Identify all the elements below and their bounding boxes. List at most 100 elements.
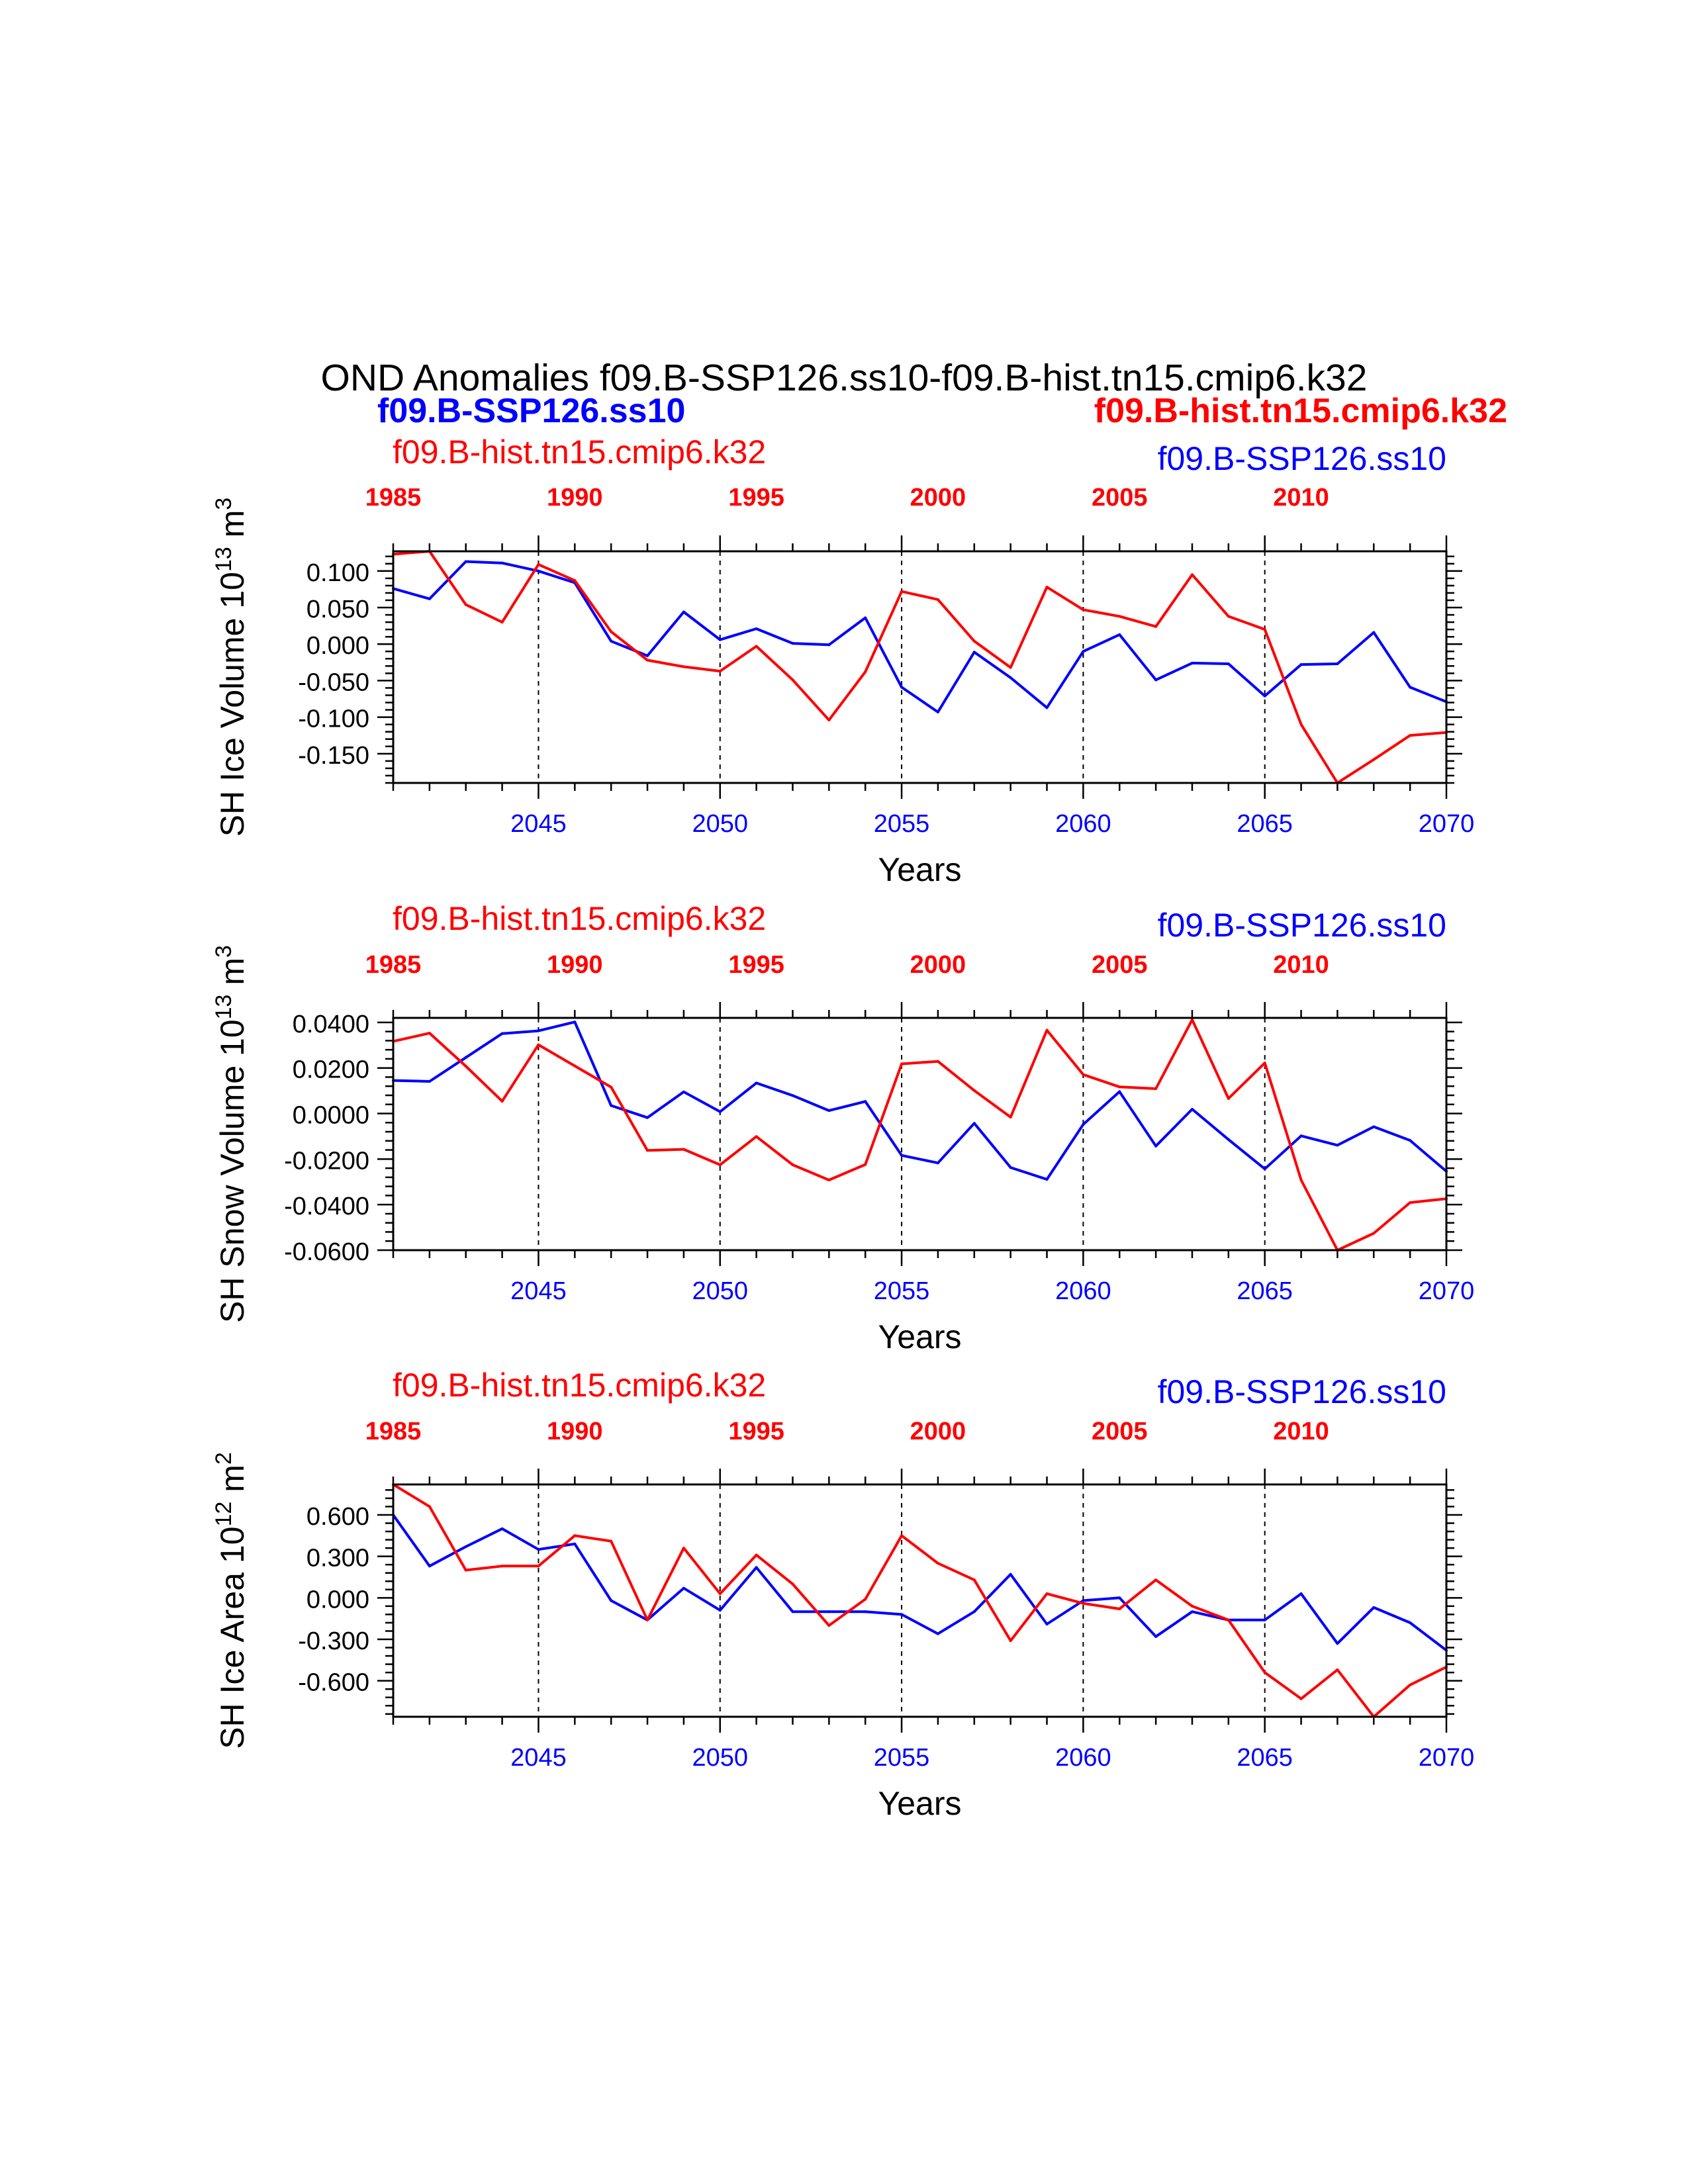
data-point (718, 670, 722, 673)
x-tick-label-bottom: 2070 (1419, 1744, 1475, 1772)
series-line-hist (393, 1018, 1446, 1251)
data-point (1263, 1167, 1266, 1171)
data-point (682, 1148, 685, 1151)
x-tick-label-top: 1990 (547, 951, 603, 979)
data-point (827, 1179, 831, 1182)
data-point (500, 1527, 504, 1530)
x-tick-label-top: 2005 (1092, 1418, 1148, 1445)
plot-frame (392, 1483, 1448, 1718)
data-point (755, 1566, 758, 1569)
chart-panel-1: f09.B-hist.tn15.cmip6.k32 f09.B-SSP126.ss… (211, 433, 1474, 888)
y-axis-label-part: m (214, 1465, 251, 1502)
data-point (718, 1163, 722, 1166)
data-point (1336, 1668, 1339, 1671)
chart-panel-3: f09.B-hist.tn15.cmip6.k32 f09.B-SSP126.ss… (211, 1367, 1474, 1822)
data-point (1263, 1062, 1266, 1065)
x-tick-label-top: 1995 (728, 951, 784, 979)
y-axis-label: SH Ice Area 1012 m2 (211, 1452, 251, 1749)
x-tick-label-bottom: 2060 (1055, 1744, 1111, 1772)
figure-title: OND Anomalies f09.B-SSP126.ss10-f09.B-hi… (321, 357, 1368, 399)
data-point (428, 597, 431, 600)
plot-frame (392, 550, 1448, 784)
data-point (1299, 663, 1303, 666)
data-point (1190, 661, 1194, 664)
data-point (464, 1569, 467, 1572)
data-point (610, 1539, 613, 1543)
data-point (972, 651, 976, 654)
y-tick-label: -0.050 (298, 668, 369, 696)
y-axis-label: SH Ice Volume 1013 m3 (211, 498, 251, 837)
data-point (464, 1064, 467, 1068)
data-point (682, 1586, 685, 1590)
data-point (791, 642, 794, 645)
data-point (573, 1064, 577, 1068)
data-point (610, 639, 613, 643)
x-tick-label-top: 2000 (910, 484, 966, 512)
data-point (428, 1080, 431, 1083)
y-axis-label-part: SH Ice Volume 10 (214, 572, 251, 837)
data-point (900, 1062, 904, 1066)
data-point (755, 645, 758, 648)
data-point (936, 1161, 939, 1165)
data-point (972, 1610, 976, 1614)
data-point (827, 1109, 831, 1113)
x-tick-label-bottom: 2055 (874, 810, 930, 838)
data-point (1409, 734, 1412, 737)
data-point (500, 1032, 504, 1035)
y-axis-label-superscript: 3 (211, 945, 236, 958)
data-point (827, 643, 831, 647)
data-point (573, 579, 577, 582)
data-point (936, 598, 939, 601)
data-point (755, 1135, 758, 1138)
data-point (1009, 676, 1012, 680)
data-point (1190, 1107, 1194, 1111)
x-tick-label-top: 2000 (910, 951, 966, 979)
data-point (1299, 1179, 1303, 1182)
data-point (610, 1085, 613, 1089)
data-point (1372, 1606, 1376, 1609)
data-point (682, 665, 685, 668)
data-point (1045, 1177, 1049, 1181)
x-tick-label-bottom: 2050 (692, 810, 748, 838)
y-tick-label: -0.100 (298, 705, 369, 733)
data-point (1118, 1085, 1121, 1089)
data-point (1409, 1201, 1412, 1205)
y-tick-label: -0.0200 (284, 1147, 369, 1175)
legend-bold-left: f09.B-SSP126.ss10 (377, 392, 685, 430)
data-point (1118, 633, 1121, 636)
data-point (1372, 758, 1376, 761)
data-point (646, 1116, 649, 1119)
data-point (464, 1545, 467, 1549)
data-point (1190, 1610, 1194, 1614)
data-point (1154, 625, 1158, 628)
series-label-red: f09.B-hist.tn15.cmip6.k32 (393, 433, 766, 471)
data-point (573, 1021, 577, 1024)
x-tick-label-bottom: 2065 (1237, 810, 1293, 838)
data-point (1299, 1134, 1303, 1138)
data-point (1299, 723, 1303, 726)
data-point (1154, 678, 1158, 682)
x-tick-label-top: 2010 (1273, 484, 1329, 512)
x-tick-label-top: 2010 (1273, 1418, 1329, 1445)
data-point (1082, 1073, 1085, 1076)
y-tick-label: 0.600 (306, 1503, 369, 1531)
data-point (718, 638, 722, 641)
x-tick-label-bottom: 2055 (874, 1744, 930, 1772)
data-point (1227, 615, 1230, 618)
data-point (972, 639, 976, 643)
data-point (827, 1624, 831, 1627)
data-point (864, 616, 867, 619)
data-point (428, 1032, 431, 1035)
x-tick-label-bottom: 2045 (510, 1277, 567, 1305)
data-point (1154, 1578, 1158, 1582)
data-point (755, 1553, 758, 1557)
data-point (936, 1562, 939, 1565)
data-point (791, 1610, 794, 1614)
data-point (1082, 608, 1085, 612)
data-point (827, 1610, 831, 1614)
plot-frame (392, 1017, 1448, 1251)
data-point (791, 1163, 794, 1166)
data-point (1263, 694, 1266, 698)
data-point (537, 1029, 540, 1032)
y-tick-label: 0.0200 (293, 1056, 369, 1084)
